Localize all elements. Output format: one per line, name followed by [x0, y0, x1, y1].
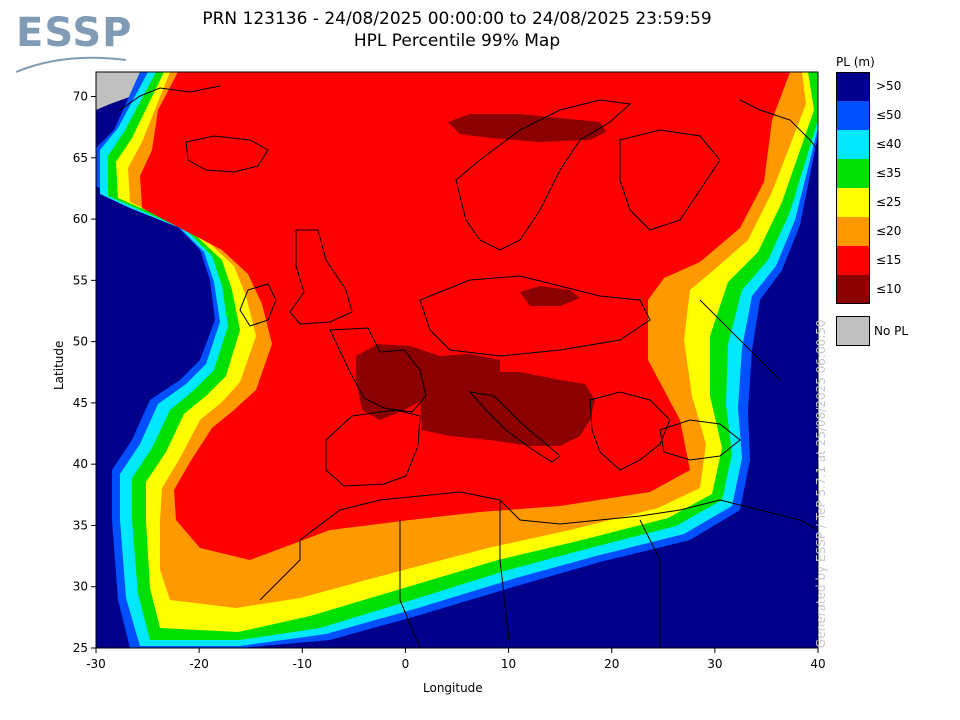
russia-coast	[739, 99, 818, 151]
legend-item: ≤25	[836, 188, 936, 217]
legend-item: ≤40	[836, 130, 936, 159]
y-tick-label: 50	[73, 335, 88, 349]
iberia-outline	[325, 409, 421, 487]
essp-logo: ESSP	[14, 10, 134, 82]
legend-label: ≤25	[876, 195, 902, 209]
map-plot-area	[96, 72, 818, 648]
legend-swatch	[836, 101, 870, 130]
legend-frame	[836, 72, 870, 304]
zone-le10-baltic	[520, 286, 580, 306]
legend-label: ≤20	[876, 224, 902, 238]
legend-label: ≤40	[876, 137, 902, 151]
border-line-1	[639, 519, 661, 648]
plot-frame	[95, 71, 819, 649]
legend-swatch-no-pl	[836, 316, 870, 346]
y-tick-label: 25	[73, 641, 88, 655]
x-axis: -30 -20 -10 0 10 20 30 40	[86, 648, 826, 671]
legend-swatch	[836, 188, 870, 217]
legend-swatch	[836, 217, 870, 246]
logo-swoosh	[15, 56, 127, 73]
atlantic-africa-coast	[259, 540, 301, 601]
generated-by-credit: Generated by ESSP / TeP 5.7.1 at 25/08/2…	[814, 319, 828, 648]
legend-item: ≤15	[836, 246, 936, 275]
italy-outline	[468, 391, 561, 463]
x-tick-label: -20	[189, 657, 209, 671]
legend-item: ≤50	[836, 101, 936, 130]
y-axis-label: Latitude	[52, 340, 66, 390]
logo-text: ESSP	[16, 10, 133, 56]
legend-swatch	[836, 159, 870, 188]
map-title: PRN 123136 - 24/08/2025 00:00:00 to 24/0…	[202, 9, 712, 29]
scandinavia-outline	[455, 99, 632, 251]
ireland-outline	[239, 283, 277, 327]
legend-item: ≤20	[836, 217, 936, 246]
legend-swatch	[836, 130, 870, 159]
y-tick-label: 60	[73, 212, 88, 226]
balkans-outline	[589, 391, 671, 471]
legend-label-no-pl: No PL	[874, 324, 909, 338]
x-tick-label: -30	[86, 657, 106, 671]
finland-outline	[619, 129, 721, 231]
zone-le10-west	[356, 344, 500, 420]
zone-le15	[140, 72, 790, 560]
coastlines	[119, 85, 818, 648]
y-tick-label: 70	[73, 90, 88, 104]
north-africa-coast	[299, 491, 818, 541]
x-tick-label: 20	[604, 657, 619, 671]
legend-item: ≤10	[836, 275, 936, 304]
france-outline	[329, 327, 427, 413]
y-tick-label: 45	[73, 396, 88, 410]
legend-label: ≤35	[876, 166, 902, 180]
map-subtitle: HPL Percentile 99% Map	[353, 31, 561, 51]
greenland-coast	[119, 85, 221, 111]
legend-swatch	[836, 275, 870, 304]
x-tick-label: 30	[707, 657, 722, 671]
central-europe-outline	[419, 275, 651, 357]
legend-item: >50	[836, 72, 936, 101]
border-line-2	[499, 500, 511, 648]
legend-label: >50	[876, 79, 902, 93]
legend-item: ≤35	[836, 159, 936, 188]
x-tick-label: 10	[501, 657, 516, 671]
border-line-3	[399, 520, 421, 648]
turkey-outline	[659, 419, 741, 461]
border-line-4	[699, 299, 781, 381]
legend-label: ≤15	[876, 253, 902, 267]
legend-swatch	[836, 72, 870, 101]
iceland-outline	[185, 135, 269, 173]
great-britain-outline	[289, 229, 353, 325]
y-tick-label: 65	[73, 151, 88, 165]
x-axis-label: Longitude	[423, 681, 483, 695]
y-tick-label: 55	[73, 273, 88, 287]
legend-title: PL (m)	[836, 55, 875, 69]
x-tick-label: -10	[292, 657, 312, 671]
legend-swatch	[836, 246, 870, 275]
y-tick-label: 40	[73, 457, 88, 471]
y-tick-label: 30	[73, 580, 88, 594]
y-axis: 70 65 60 55 50 45 40 35 30 25	[73, 90, 96, 655]
x-tick-label: 40	[810, 657, 825, 671]
legend-label: ≤10	[876, 282, 902, 296]
y-tick-label: 35	[73, 518, 88, 532]
x-tick-label: 0	[402, 657, 410, 671]
zone-le10-north	[448, 114, 606, 142]
legend-label: ≤50	[876, 108, 902, 122]
